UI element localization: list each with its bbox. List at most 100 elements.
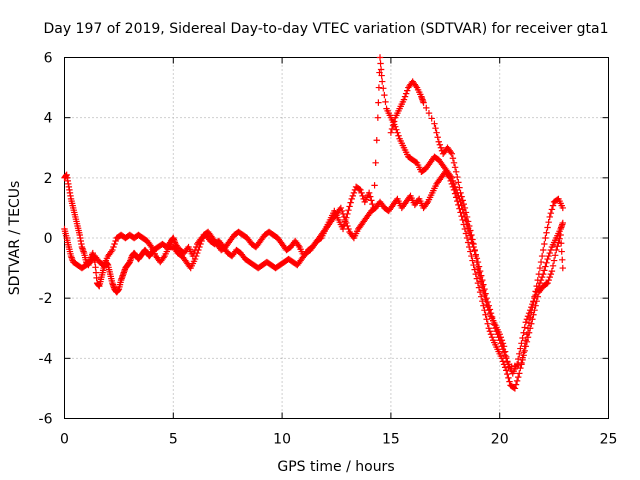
data-point-marker <box>521 324 528 331</box>
data-point-marker <box>468 231 475 239</box>
data-point-marker <box>367 193 374 200</box>
data-point-marker <box>359 192 366 200</box>
data-point-marker <box>525 329 533 336</box>
data-point-marker <box>404 87 411 94</box>
data-point-marker <box>448 150 456 157</box>
data-point-marker <box>393 126 400 133</box>
data-point-marker <box>111 240 118 248</box>
data-point-marker <box>545 219 552 226</box>
data-point-marker <box>451 183 459 191</box>
data-point-marker <box>542 263 549 270</box>
data-point-marker <box>530 311 537 318</box>
y-tick-label: 0 <box>44 231 53 247</box>
y-axis-label: SDTVAR / TECUs <box>7 181 23 296</box>
y-tick-labels: -6 -4 -2 0 2 4 6 <box>39 51 53 428</box>
data-point-marker <box>108 248 115 255</box>
data-point-marker <box>559 204 567 212</box>
y-tick-label: 2 <box>44 171 53 187</box>
data-point-marker <box>476 288 484 296</box>
data-point-marker <box>412 82 420 90</box>
data-point-marker <box>389 121 397 129</box>
data-point-marker <box>537 276 545 284</box>
data-point-marker <box>346 203 353 210</box>
data-point-marker <box>195 246 202 254</box>
data-point-marker <box>554 243 561 250</box>
data-point-marker <box>434 134 441 141</box>
data-point-marker <box>499 340 507 347</box>
data-point-marker <box>473 258 481 266</box>
data-point-marker <box>395 132 402 139</box>
data-point-marker <box>543 259 550 267</box>
data-point-marker <box>373 137 380 144</box>
data-point-marker <box>471 266 478 273</box>
data-point-marker <box>533 297 540 305</box>
data-point-marker <box>365 189 373 197</box>
data-point-marker <box>350 189 358 197</box>
data-point-marker <box>516 350 523 358</box>
data-point-marker <box>559 264 567 272</box>
data-point-marker <box>466 222 473 230</box>
data-point-marker <box>463 234 471 242</box>
data-point-marker <box>295 242 302 249</box>
data-point-marker <box>344 210 351 218</box>
data-point-marker <box>559 219 567 227</box>
data-point-marker <box>432 124 439 132</box>
data-point-marker <box>524 334 532 341</box>
data-point-marker <box>532 302 539 309</box>
data-point-marker <box>557 240 565 247</box>
data-point-marker <box>375 84 383 91</box>
data-point-marker <box>486 310 494 317</box>
data-point-marker <box>454 173 461 181</box>
data-point-marker <box>553 246 560 254</box>
data-point-marker <box>390 118 398 125</box>
series-3 <box>387 78 567 371</box>
data-point-marker <box>447 149 454 156</box>
data-point-marker <box>512 381 520 388</box>
chart-title: Day 197 of 2019, Sidereal Day-to-day VTE… <box>43 21 608 37</box>
data-markers <box>61 54 567 392</box>
data-point-marker <box>472 252 479 260</box>
data-point-marker <box>547 270 555 278</box>
data-point-marker <box>528 303 535 311</box>
data-point-marker <box>356 185 363 193</box>
data-point-marker <box>540 270 547 278</box>
data-point-marker <box>423 200 431 207</box>
data-point-marker <box>475 269 483 276</box>
x-tick-label: 5 <box>169 432 178 448</box>
data-point-marker <box>343 214 350 221</box>
x-tick-label: 10 <box>273 432 291 448</box>
data-point-marker <box>475 284 483 291</box>
data-point-marker <box>514 361 522 369</box>
data-point-marker <box>436 141 444 148</box>
data-point-marker <box>538 273 546 281</box>
data-point-marker <box>110 243 117 251</box>
data-point-marker <box>357 186 364 194</box>
data-point-marker <box>522 343 530 350</box>
y-tick-label: -6 <box>39 412 53 428</box>
data-point-marker <box>483 300 490 308</box>
data-point-marker <box>459 197 466 204</box>
data-point-marker <box>423 104 430 112</box>
data-point-marker <box>520 329 527 336</box>
data-point-marker <box>474 279 482 287</box>
data-point-marker <box>514 355 522 363</box>
data-point-marker <box>478 278 485 285</box>
y-tick-label: 6 <box>44 51 53 67</box>
data-point-marker <box>519 334 526 342</box>
data-point-marker <box>559 256 566 264</box>
x-tick-label: 15 <box>382 432 400 448</box>
data-point-marker <box>526 325 534 332</box>
data-point-marker <box>500 349 508 356</box>
data-point-marker <box>431 120 438 127</box>
data-point-marker <box>479 297 486 305</box>
data-point-marker <box>516 370 523 377</box>
data-point-marker <box>541 267 548 274</box>
series-2 <box>61 54 567 377</box>
data-point-marker <box>378 72 385 79</box>
data-point-marker <box>475 263 483 270</box>
data-point-marker <box>401 93 409 100</box>
data-point-marker <box>435 138 442 145</box>
data-point-marker <box>447 173 454 180</box>
data-point-marker <box>347 199 354 206</box>
data-point-marker <box>452 186 460 194</box>
